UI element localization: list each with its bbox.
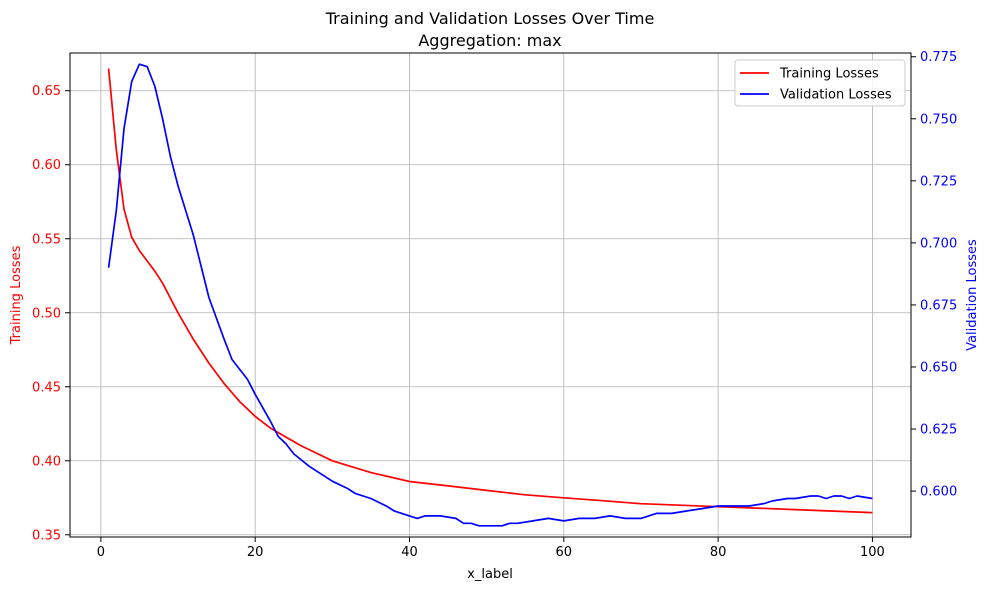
grid-layer xyxy=(70,53,911,537)
x-tick-label: 20 xyxy=(247,545,264,560)
y-right-tick-label: 0.625 xyxy=(920,423,957,438)
series-layer xyxy=(107,63,873,527)
series-line-training-losses xyxy=(107,68,873,514)
y-right-tick-label: 0.650 xyxy=(920,360,957,375)
chart-subtitle: Aggregation: max xyxy=(418,31,561,50)
legend: Training Losses Validation Losses xyxy=(734,59,906,107)
series-line-validation-losses xyxy=(107,63,873,527)
y-axis-right-label: Validation Losses xyxy=(965,239,980,351)
x-tick-label: 100 xyxy=(860,545,885,560)
y-right-tick-label: 0.725 xyxy=(920,174,957,189)
chart-title: Training and Validation Losses Over Time xyxy=(325,9,655,28)
x-tick-label: 60 xyxy=(556,545,573,560)
legend-label-validation-losses: Validation Losses xyxy=(780,88,892,103)
y-left-tick-label: 0.35 xyxy=(32,528,61,543)
x-axis-label: x_label xyxy=(467,567,513,582)
y-right-tick-label: 0.675 xyxy=(920,298,957,313)
y-left-tick-label: 0.65 xyxy=(32,84,61,99)
y-left-tick-label: 0.60 xyxy=(32,158,61,173)
plot-frame xyxy=(69,52,912,538)
y-left-tick-label: 0.50 xyxy=(32,306,61,321)
y-left-tick-label: 0.40 xyxy=(32,454,61,469)
legend-box xyxy=(734,59,906,107)
y-right-tick-label: 0.700 xyxy=(920,236,957,251)
y-left-tick-label: 0.45 xyxy=(32,380,61,395)
x-tick-label: 0 xyxy=(97,545,105,560)
x-tick-label: 40 xyxy=(401,545,418,560)
legend-label-training-losses: Training Losses xyxy=(779,67,879,82)
y-axis-left-label: Training Losses xyxy=(9,245,24,345)
y-right-tick-label: 0.750 xyxy=(920,112,957,127)
y-right-tick-label: 0.600 xyxy=(920,485,957,500)
y-left-tick-label: 0.55 xyxy=(32,232,61,247)
axis-layer: 0 20 40 60 80 100 0.35 0.40 0.45 0.50 0.55 0.60 0.65… xyxy=(32,50,957,560)
x-tick-label: 80 xyxy=(710,545,727,560)
y-right-tick-label: 0.775 xyxy=(920,50,957,65)
